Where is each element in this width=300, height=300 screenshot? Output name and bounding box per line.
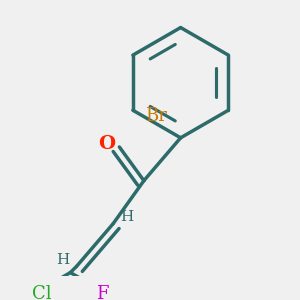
Text: H: H [56, 253, 69, 267]
Text: O: O [99, 135, 116, 153]
Text: H: H [120, 210, 134, 224]
Text: F: F [96, 285, 109, 300]
Text: Br: Br [145, 107, 167, 125]
Text: Cl: Cl [32, 285, 52, 300]
